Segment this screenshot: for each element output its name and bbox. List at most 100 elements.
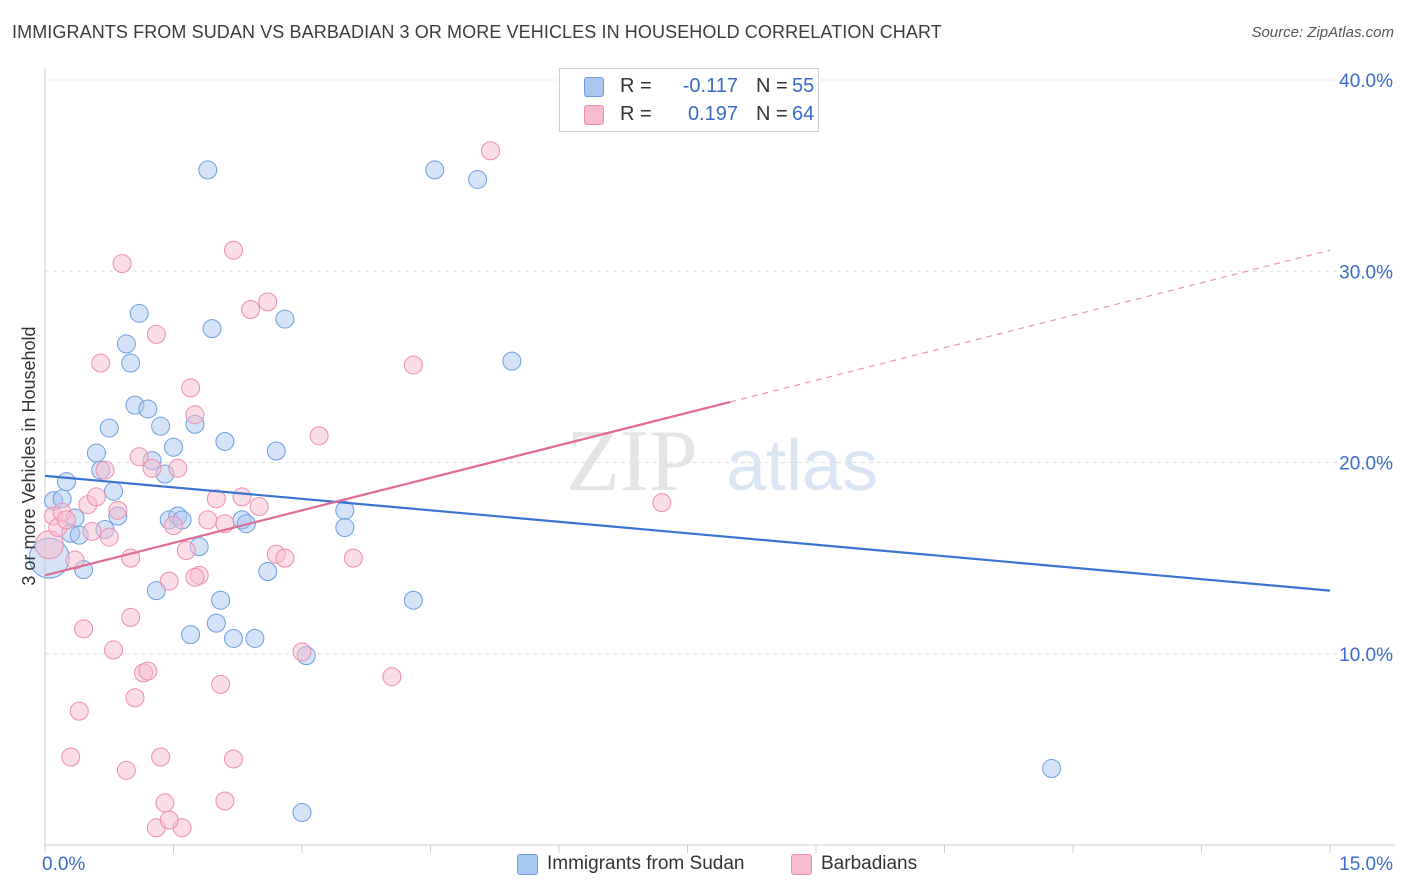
barbadian-point xyxy=(104,640,124,660)
barbadian-swatch xyxy=(791,854,812,875)
barbadian-point xyxy=(223,240,243,260)
barbadian-point xyxy=(185,567,205,587)
barbadian-point xyxy=(91,353,111,373)
barbadian-swatch xyxy=(584,105,604,125)
legend-label: Barbadians xyxy=(821,853,918,874)
barbadian-point xyxy=(146,324,166,344)
barbadian-point xyxy=(99,527,119,547)
barbadian-point xyxy=(241,300,261,319)
barbadian-point xyxy=(206,489,226,509)
barbadian-point xyxy=(82,521,102,541)
sudan-point xyxy=(206,613,226,633)
barbadian-point xyxy=(108,500,128,520)
x-tick-label: 0.0% xyxy=(42,854,85,875)
sudan-swatch xyxy=(584,77,604,97)
r-label: R = xyxy=(620,103,652,125)
sudan-point xyxy=(121,353,141,373)
barbadian-point xyxy=(198,510,218,530)
sudan-point xyxy=(425,160,445,180)
sudan-point xyxy=(86,443,106,463)
n-value: 64 xyxy=(792,103,815,125)
n-label: N = xyxy=(756,103,788,125)
sudan-point xyxy=(223,628,243,648)
sudan-point xyxy=(181,625,201,645)
barbadian-point xyxy=(159,810,179,830)
sudan-point xyxy=(138,399,158,419)
barbadian-point xyxy=(65,550,85,570)
barbadian-point xyxy=(61,747,81,767)
barbadian-point xyxy=(382,667,402,687)
sudan-swatch xyxy=(517,854,538,875)
barbadian-point xyxy=(232,487,252,507)
chart-source: Source: ZipAtlas.com xyxy=(1251,24,1394,41)
barbadian-point xyxy=(142,458,162,478)
sudan-point xyxy=(202,319,222,339)
r-label: R = xyxy=(620,75,652,97)
sudan-point xyxy=(1042,759,1062,778)
sudan-point xyxy=(129,303,149,323)
barbadian-point xyxy=(176,540,196,560)
barbadian-point xyxy=(151,747,171,767)
barbadian-point xyxy=(403,355,423,375)
sudan-trend-line xyxy=(44,474,1331,592)
stats-legend: R = -0.117 N = 55 R = 0.197 N = 64 xyxy=(559,68,819,132)
barbadian-point xyxy=(116,760,136,780)
barbadian-point xyxy=(181,378,201,398)
data-points xyxy=(28,141,1062,838)
watermark-atlas: atlas xyxy=(726,426,878,506)
y-tick-label: 30.0% xyxy=(1339,262,1393,283)
barbadian-point xyxy=(125,688,145,708)
sudan-point xyxy=(198,160,218,180)
sudan-point xyxy=(151,416,171,436)
sudan-point xyxy=(56,472,76,492)
barbadian-point xyxy=(185,405,205,425)
y-tick-label: 40.0% xyxy=(1339,71,1393,92)
chart-title: IMMIGRANTS FROM SUDAN VS BARBADIAN 3 OR … xyxy=(12,22,942,42)
barbadian-point xyxy=(56,510,76,530)
y-axis-title: 3 or more Vehicles in Household xyxy=(19,326,39,585)
barbadian-point xyxy=(652,493,672,513)
sudan-point xyxy=(275,309,295,329)
barbadian-point xyxy=(164,516,183,536)
barbadian-point xyxy=(309,426,329,446)
y-tick-label: 20.0% xyxy=(1339,454,1393,475)
sudan-point xyxy=(245,628,265,648)
gridlines xyxy=(45,79,1395,655)
barbadian-point xyxy=(86,487,106,507)
barbadian-point xyxy=(69,701,89,721)
sudan-point xyxy=(403,590,423,610)
barbadian-point xyxy=(74,619,94,639)
barbadian-trend-line xyxy=(44,400,731,577)
watermark-zip: ZIP xyxy=(566,413,698,510)
barbadian-point xyxy=(155,793,175,813)
sudan-point xyxy=(215,431,235,451)
trend-lines xyxy=(44,249,1331,592)
axis-labels: 10.0% 20.0% 30.0% 40.0% 0.0% 15.0% 3 or more V… xyxy=(19,71,1393,875)
barbadian-point xyxy=(480,141,500,161)
barbadian-point xyxy=(215,791,235,811)
barbadian-point xyxy=(129,447,149,467)
n-label: N = xyxy=(756,75,788,97)
sudan-point xyxy=(164,437,183,457)
n-value: 55 xyxy=(792,75,815,97)
barbadian-point xyxy=(112,254,132,274)
barbadian-trend-line-extension xyxy=(730,249,1331,403)
r-value: 0.197 xyxy=(687,103,738,125)
barbadian-point xyxy=(258,292,278,312)
barbadian-point xyxy=(138,661,158,681)
sudan-point xyxy=(146,581,166,601)
barbadian-point xyxy=(121,607,141,627)
legend-label: Immigrants from Sudan xyxy=(547,853,745,874)
y-tick-label: 10.0% xyxy=(1339,645,1393,666)
watermark: ZIP atlas xyxy=(566,413,878,510)
barbadian-point xyxy=(223,749,243,769)
barbadian-point xyxy=(211,674,231,694)
sudan-point xyxy=(266,441,286,461)
barbadian-point xyxy=(95,460,115,480)
axes xyxy=(44,68,1395,853)
barbadian-point xyxy=(343,548,363,568)
x-tick-label: 15.0% xyxy=(1339,854,1393,875)
sudan-point xyxy=(502,351,522,371)
sudan-point xyxy=(292,802,312,822)
